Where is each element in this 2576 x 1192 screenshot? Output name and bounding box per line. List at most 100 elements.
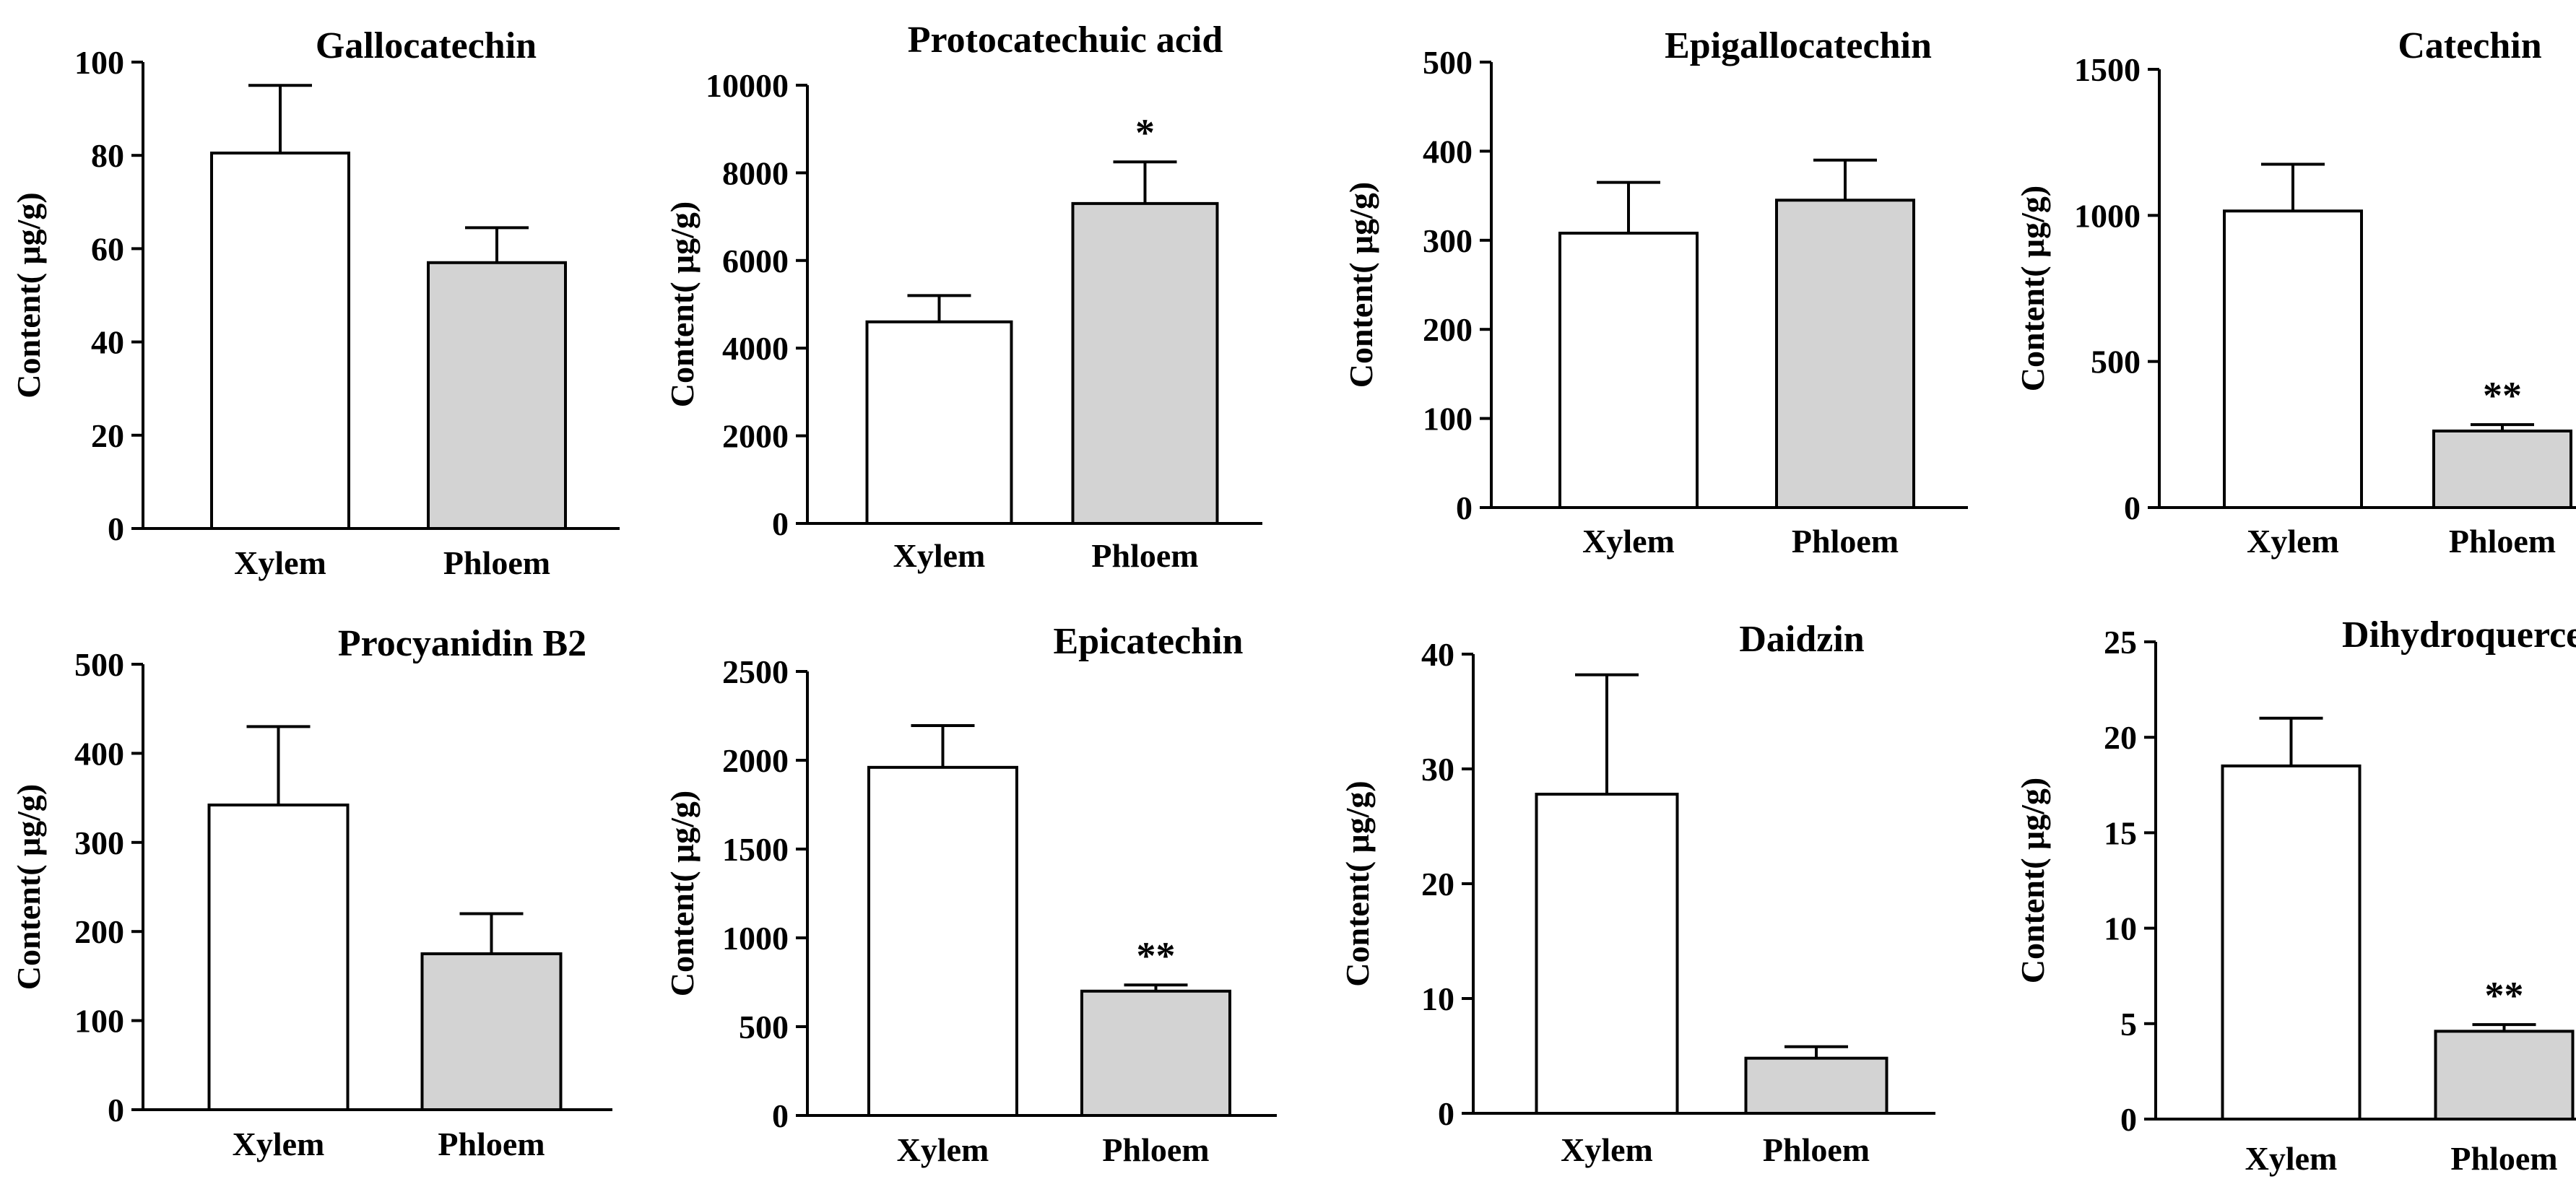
y-tick-label: 0	[108, 1092, 124, 1128]
x-category-label: Phloem	[2450, 1140, 2557, 1177]
y-tick-label: 100	[74, 1003, 124, 1040]
y-tick-label: 0	[772, 1097, 789, 1134]
y-tick-label: 0	[1438, 1095, 1454, 1132]
chart-panel-epicatechin: 0 500 1000 1500 2000 2500 Xylem Phloem ** Epicate…	[664, 621, 1277, 1168]
bar-phloem	[427, 261, 567, 530]
chart-title: Dihydroquercetin	[2342, 614, 2576, 656]
x-category-label: Xylem	[1582, 523, 1675, 560]
y-tick-label: 1500	[2074, 51, 2141, 88]
y-tick-label: 40	[91, 324, 124, 361]
y-axis-label: Content( μg/g)	[2014, 186, 2051, 391]
x-category-label: Phloem	[1763, 1131, 1870, 1168]
bar-phloem	[1775, 199, 1915, 509]
bar-phloem	[2432, 429, 2572, 510]
significance-mark: **	[1137, 934, 1176, 978]
chart-panel-epigallocatechin: 0 100 200 300 400 500 Xylem Phloem Epigallocatec…	[1343, 25, 1968, 560]
y-tick-label: 1000	[2074, 197, 2141, 234]
y-tick-label: 0	[1456, 490, 1473, 526]
y-tick-label: 30	[1421, 751, 1454, 788]
y-axis-label: Content( μg/g)	[10, 784, 47, 990]
chart-panel-daidzin: 0 10 20 30 40 Xylem Phloem Daidzin Content( μg/g…	[1339, 619, 1935, 1168]
chart-panel-dihydroquercetin: 0 5 10 15 20 25 Xylem Phloem ** Dihydroquercetin C…	[2014, 614, 2576, 1177]
y-tick-label: 10000	[706, 67, 789, 104]
y-axis-label: Content( μg/g)	[664, 791, 701, 996]
significance-mark: **	[2485, 974, 2524, 1017]
x-category-label: Phloem	[2449, 523, 2556, 560]
chart-title: Catechin	[2398, 25, 2541, 66]
bar-xylem	[865, 320, 1013, 525]
y-tick-label: 0	[772, 505, 789, 542]
y-tick-label: 6000	[722, 243, 789, 279]
chart-title: Protocatechuic acid	[908, 19, 1223, 61]
chart-panel-procyanidin-b2: 0 100 200 300 400 500 Xylem Phloem Procyanidin B…	[10, 623, 612, 1162]
x-category-label: Xylem	[897, 1131, 989, 1168]
x-category-label: Phloem	[438, 1126, 545, 1162]
bar-phloem	[1744, 1056, 1888, 1115]
y-tick-label: 8000	[722, 155, 789, 191]
y-tick-label: 60	[91, 230, 124, 267]
y-tick-label: 500	[2091, 344, 2141, 380]
bar-xylem	[2223, 209, 2363, 509]
x-category-label: Xylem	[233, 1126, 325, 1162]
x-category-label: Xylem	[2247, 523, 2339, 560]
y-tick-label: 100	[1423, 401, 1473, 438]
y-tick-label: 200	[74, 913, 124, 950]
chart-panel-catechin: 0 500 1000 1500 Xylem Phloem ** Catechin Content…	[2014, 25, 2576, 560]
y-tick-label: 2000	[722, 418, 789, 455]
x-category-label: Xylem	[234, 544, 326, 581]
chart-panel-protocatechuic-acid: 0 2000 4000 6000 8000 10000 Xylem Phloem * Protoc…	[664, 19, 1262, 574]
y-tick-label: 500	[1423, 44, 1473, 81]
y-axis-label: Content( μg/g)	[664, 201, 701, 407]
y-tick-label: 80	[91, 137, 124, 174]
y-tick-label: 2500	[722, 653, 789, 690]
bar-phloem	[420, 952, 563, 1112]
bar-xylem	[1558, 231, 1699, 509]
x-category-label: Phloem	[443, 544, 550, 581]
y-tick-label: 10	[1421, 980, 1454, 1017]
bar-phloem	[1080, 989, 1231, 1118]
y-tick-label: 15	[2104, 814, 2137, 851]
y-tick-label: 2000	[722, 742, 789, 779]
y-tick-label: 20	[91, 417, 124, 454]
y-axis-label: Content( μg/g)	[1339, 780, 1376, 986]
bar-xylem	[210, 151, 350, 531]
x-category-label: Phloem	[1102, 1131, 1209, 1168]
y-tick-label: 20	[2104, 719, 2137, 756]
bar-xylem	[1535, 792, 1679, 1115]
y-tick-label: 100	[74, 44, 124, 81]
y-tick-label: 1500	[722, 831, 789, 868]
x-category-label: Xylem	[2245, 1140, 2338, 1177]
y-tick-label: 1000	[722, 920, 789, 957]
y-tick-label: 400	[1423, 133, 1473, 170]
x-category-label: Xylem	[893, 537, 986, 574]
chart-title: Procyanidin B2	[338, 623, 586, 664]
y-tick-label: 4000	[722, 330, 789, 367]
y-tick-label: 5	[2120, 1006, 2137, 1043]
y-tick-label: 0	[108, 510, 124, 547]
x-category-label: Xylem	[1561, 1131, 1653, 1168]
bar-phloem	[1071, 201, 1219, 525]
y-tick-label: 10	[2104, 910, 2137, 947]
y-tick-label: 0	[2124, 490, 2141, 526]
x-category-label: Phloem	[1792, 523, 1899, 560]
y-tick-label: 300	[74, 825, 124, 861]
x-category-label: Phloem	[1091, 537, 1198, 574]
y-tick-label: 40	[1421, 636, 1454, 673]
y-tick-label: 200	[1423, 311, 1473, 348]
bar-phloem	[2434, 1030, 2575, 1121]
chart-title: Epicatechin	[1054, 621, 1244, 662]
y-axis-label: Content( μg/g)	[2014, 778, 2051, 983]
chart-title: Epigallocatechin	[1665, 25, 1932, 66]
chart-panel-gallocatechin: 0 20 40 60 80 100 Xylem Phloem Gallocatechin Cont…	[10, 25, 620, 581]
y-tick-label: 500	[74, 646, 124, 683]
significance-mark: *	[1135, 111, 1155, 155]
y-axis-label: Content( μg/g)	[1343, 182, 1379, 388]
y-tick-label: 20	[1421, 866, 1454, 902]
bar-xylem	[867, 765, 1018, 1117]
y-tick-label: 0	[2120, 1101, 2137, 1138]
bar-xylem	[207, 803, 350, 1112]
y-tick-label: 300	[1423, 222, 1473, 259]
significance-mark: **	[2483, 374, 2522, 417]
y-tick-label: 400	[74, 735, 124, 772]
